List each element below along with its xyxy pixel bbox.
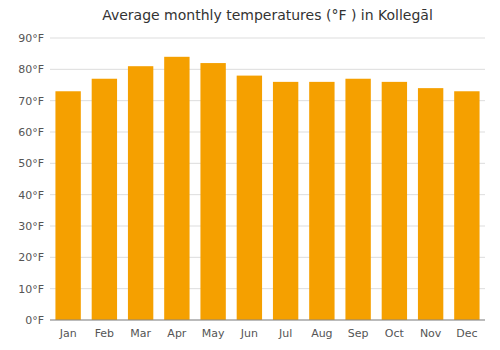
bar [92, 79, 117, 320]
grid-line [50, 320, 485, 321]
x-tick-label: Jun [240, 327, 258, 340]
grid-line [50, 69, 485, 70]
x-tick-label: Feb [95, 327, 114, 340]
x-tick-label: Jan [59, 327, 77, 340]
y-grid [50, 38, 485, 320]
bar [200, 63, 225, 320]
y-tick-label: 20°F [18, 251, 44, 264]
grid-line [50, 38, 485, 39]
bar [309, 82, 334, 320]
y-tick-label: 30°F [18, 220, 44, 233]
y-tick-label: 0°F [25, 314, 44, 327]
y-tick-label: 40°F [18, 189, 44, 202]
bar [454, 91, 479, 320]
x-tick-label: Mar [130, 327, 151, 340]
bar [237, 76, 262, 320]
y-tick-label: 70°F [18, 95, 44, 108]
y-tick-label: 90°F [18, 32, 44, 45]
x-axis-line [50, 320, 485, 321]
y-tick-label: 60°F [18, 126, 44, 139]
y-tick-label: 10°F [18, 283, 44, 296]
chart-svg: Average monthly temperatures (°F ) in Ko… [0, 0, 500, 350]
bar [164, 57, 189, 320]
x-tick-label: Aug [311, 327, 332, 340]
bar [55, 91, 80, 320]
x-tick-label: Sep [348, 327, 369, 340]
bar [273, 82, 298, 320]
y-tick-label: 50°F [18, 157, 44, 170]
bar [418, 88, 443, 320]
x-tick-label: Dec [456, 327, 477, 340]
bar [382, 82, 407, 320]
title: Average monthly temperatures (°F ) in Ko… [102, 7, 433, 23]
x-tick-label: Oct [385, 327, 405, 340]
chart-container: Average monthly temperatures (°F ) in Ko… [0, 0, 500, 350]
y-tick-label: 80°F [18, 63, 44, 76]
x-tick-label: Nov [420, 327, 442, 340]
page: {"chart_data": {"type": "bar", "title": … [0, 0, 500, 350]
bars [55, 57, 479, 320]
bar [128, 66, 153, 320]
x-tick-label: Apr [167, 327, 187, 340]
bar [345, 79, 370, 320]
x-tick-label: Jul [278, 327, 292, 340]
x-tick-label: May [202, 327, 225, 340]
